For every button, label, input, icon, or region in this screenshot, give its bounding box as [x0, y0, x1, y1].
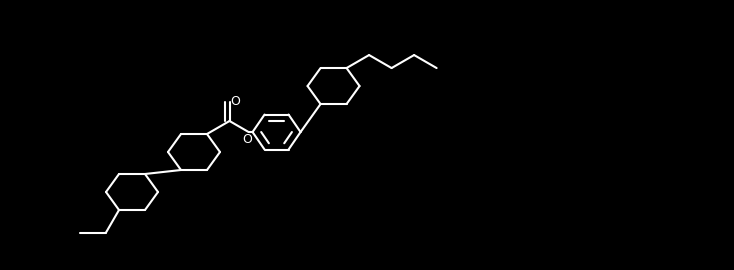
- Text: O: O: [230, 95, 241, 108]
- Text: O: O: [243, 133, 252, 146]
